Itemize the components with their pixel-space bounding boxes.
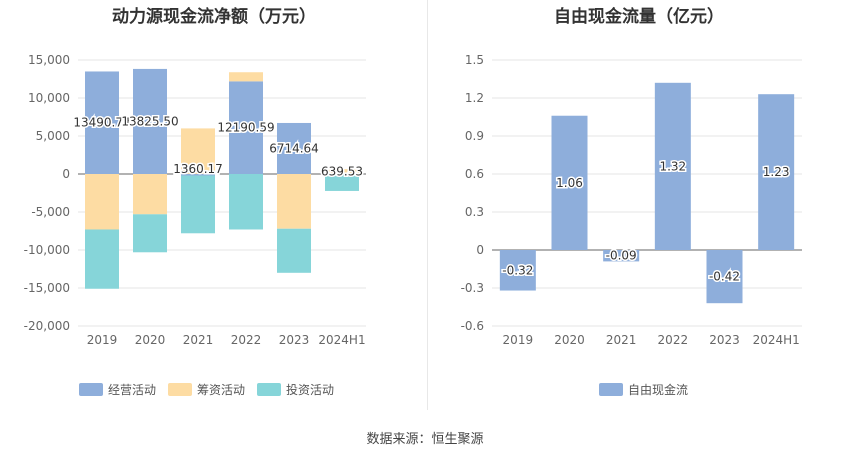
left-bar-投资活动 bbox=[277, 228, 311, 273]
legend-label-financing: 筹资活动 bbox=[197, 383, 246, 397]
right-xtick-label: 2024H1 bbox=[753, 333, 800, 347]
right-bar-自由现金流 bbox=[654, 82, 691, 250]
left-data-label: 12190.59 bbox=[217, 121, 274, 135]
left-xtick-label: 2022 bbox=[231, 333, 262, 347]
right-data-label: 1.23 bbox=[763, 165, 790, 179]
right-data-label: 1.32 bbox=[659, 159, 686, 173]
left-xtick-label: 2024H1 bbox=[318, 333, 365, 347]
left-bar-经营活动 bbox=[229, 81, 263, 174]
right-bar-自由现金流 bbox=[603, 250, 640, 262]
left-bar-筹资活动 bbox=[85, 174, 119, 230]
right-data-label: -0.32 bbox=[502, 263, 533, 277]
legend-swatch-financing bbox=[168, 383, 193, 396]
left-xtick-label: 2019 bbox=[87, 333, 118, 347]
right-ytick-label: -0.6 bbox=[461, 319, 484, 333]
right-xtick-label: 2019 bbox=[503, 333, 534, 347]
left-bar-投资活动 bbox=[181, 175, 215, 234]
legend-swatch-operating bbox=[79, 383, 103, 396]
left-bar-筹资活动 bbox=[229, 72, 263, 82]
left-bar-筹资活动 bbox=[181, 128, 215, 174]
right-data-label: 1.06 bbox=[556, 176, 583, 190]
right-ytick-label: 1.2 bbox=[465, 91, 484, 105]
left-data-label: 1360.17 bbox=[173, 162, 223, 176]
left-ytick-label: -10,000 bbox=[24, 243, 70, 257]
right-data-label: -0.09 bbox=[606, 249, 637, 263]
right-xtick-label: 2021 bbox=[606, 333, 637, 347]
right-xtick-label: 2022 bbox=[658, 333, 689, 347]
right-chart-title: 自由现金流量（亿元） bbox=[554, 7, 724, 27]
right-bar-自由现金流 bbox=[499, 250, 536, 291]
right-data-label: -0.42 bbox=[709, 270, 740, 284]
left-bar-筹资活动 bbox=[133, 174, 167, 215]
left-chart-title: 动力源现金流净额（万元） bbox=[112, 7, 316, 27]
left-bar-投资活动 bbox=[325, 174, 359, 191]
left-bar-投资活动 bbox=[85, 229, 119, 289]
left-ytick-label: 0 bbox=[62, 167, 70, 181]
legend-label-free-cash-flow: 自由现金流 bbox=[628, 383, 689, 397]
left-data-label: 639.53 bbox=[321, 165, 363, 179]
left-bar-筹资活动 bbox=[325, 169, 359, 174]
left-bar-经营活动 bbox=[181, 174, 215, 176]
right-bar-自由现金流 bbox=[551, 115, 588, 250]
left-ytick-label: -5,000 bbox=[31, 205, 70, 219]
legend-swatch-investing bbox=[257, 383, 282, 396]
left-bar-投资活动 bbox=[133, 214, 167, 253]
left-xtick-label: 2020 bbox=[135, 333, 166, 347]
left-ytick-label: -15,000 bbox=[24, 281, 70, 295]
left-bar-经营活动 bbox=[85, 71, 119, 174]
left-xtick-label: 2023 bbox=[279, 333, 310, 347]
right-bar-自由现金流 bbox=[758, 94, 795, 250]
right-ytick-label: 0.6 bbox=[465, 167, 484, 181]
right-xtick-label: 2020 bbox=[554, 333, 585, 347]
chart-divider bbox=[427, 0, 428, 410]
left-data-label: 13825.50 bbox=[121, 114, 178, 128]
left-legend: 经营活动 筹资活动 投资活动 bbox=[79, 381, 346, 398]
legend-label-investing: 投资活动 bbox=[286, 383, 335, 397]
left-xtick-label: 2021 bbox=[183, 333, 214, 347]
right-ytick-label: 0.9 bbox=[465, 129, 484, 143]
left-bar-经营活动 bbox=[277, 122, 311, 174]
left-ytick-label: 15,000 bbox=[28, 53, 70, 67]
legend-item-free-cash-flow[interactable]: 自由现金流 bbox=[599, 381, 688, 398]
left-data-label: 6714.64 bbox=[269, 141, 319, 155]
left-ytick-label: 10,000 bbox=[28, 91, 70, 105]
left-bar-筹资活动 bbox=[277, 174, 311, 229]
legend-label-operating: 经营活动 bbox=[108, 383, 157, 397]
legend-item-operating[interactable]: 经营活动 bbox=[79, 381, 156, 398]
right-bar-自由现金流 bbox=[706, 250, 743, 304]
left-data-label: 13490.74 bbox=[73, 116, 130, 130]
right-ytick-label: 0 bbox=[476, 243, 484, 257]
right-ytick-label: -0.3 bbox=[461, 281, 484, 295]
left-ytick-label: -20,000 bbox=[24, 319, 70, 333]
right-legend: 自由现金流 bbox=[599, 381, 700, 398]
legend-swatch-free-cash-flow bbox=[599, 383, 623, 396]
left-ytick-label: 5,000 bbox=[36, 129, 70, 143]
right-ytick-label: 0.3 bbox=[465, 205, 484, 219]
left-bar-投资活动 bbox=[229, 174, 263, 230]
legend-item-financing[interactable]: 筹资活动 bbox=[168, 381, 245, 398]
right-xtick-label: 2023 bbox=[709, 333, 740, 347]
data-source-note: 数据来源：恒生聚源 bbox=[366, 432, 484, 447]
legend-item-investing[interactable]: 投资活动 bbox=[257, 381, 334, 398]
left-bar-经营活动 bbox=[133, 68, 167, 174]
right-ytick-label: 1.5 bbox=[465, 53, 484, 67]
